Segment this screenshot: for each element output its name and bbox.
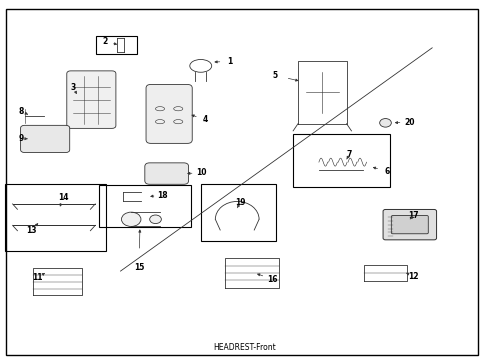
FancyBboxPatch shape: [382, 210, 436, 240]
Text: 3: 3: [71, 83, 76, 92]
Text: 17: 17: [407, 211, 418, 220]
Text: 2: 2: [102, 37, 107, 46]
Text: 11: 11: [33, 273, 43, 282]
FancyBboxPatch shape: [146, 85, 192, 143]
Text: 12: 12: [407, 271, 418, 280]
Text: 1: 1: [227, 57, 232, 66]
Text: 10: 10: [196, 168, 206, 177]
Text: 9: 9: [18, 134, 23, 143]
Text: 19: 19: [235, 198, 245, 207]
FancyBboxPatch shape: [20, 125, 70, 153]
Text: 20: 20: [404, 118, 414, 127]
Text: 18: 18: [157, 190, 168, 199]
Text: 4: 4: [203, 116, 208, 125]
Text: 13: 13: [26, 225, 37, 234]
Text: 8: 8: [18, 107, 23, 116]
Text: 14: 14: [58, 193, 69, 202]
FancyBboxPatch shape: [390, 216, 427, 234]
Text: 7: 7: [346, 150, 351, 159]
Text: HEADREST-Front: HEADREST-Front: [213, 343, 275, 352]
FancyBboxPatch shape: [6, 9, 477, 355]
Ellipse shape: [121, 212, 141, 226]
FancyBboxPatch shape: [144, 163, 188, 184]
FancyBboxPatch shape: [67, 71, 116, 129]
Text: 5: 5: [272, 71, 277, 80]
Text: 15: 15: [134, 263, 144, 272]
Circle shape: [379, 118, 390, 127]
Ellipse shape: [149, 215, 161, 224]
Text: 6: 6: [384, 167, 389, 176]
Text: 16: 16: [267, 275, 277, 284]
